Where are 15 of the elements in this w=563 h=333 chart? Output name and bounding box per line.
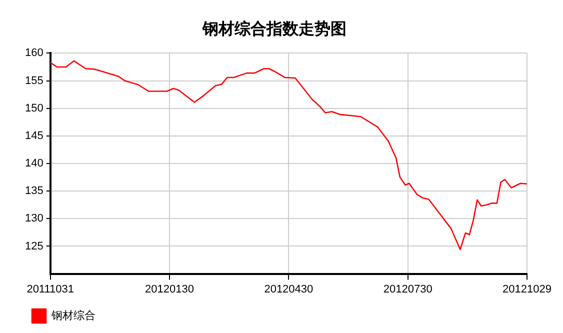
y-tick-label: 145: [24, 130, 44, 142]
x-tick-label: 20120430: [264, 283, 314, 296]
x-tick-label: 20120130: [145, 283, 194, 296]
legend-label: 钢材综合: [50, 308, 96, 322]
y-tick-label: 140: [24, 158, 44, 170]
y-tick-label: 135: [24, 185, 44, 198]
y-tick-label: 160: [24, 47, 44, 60]
x-tick-label: 20121029: [502, 283, 552, 296]
y-tick-label: 155: [24, 74, 44, 87]
y-tick-label: 130: [24, 212, 44, 225]
chart-title: 钢材综合指数走势图: [202, 18, 346, 38]
x-tick-label: 20111031: [26, 283, 74, 296]
y-tick-label: 150: [24, 102, 44, 114]
y-tick-label: 125: [24, 240, 44, 252]
x-tick-label: 20120730: [383, 283, 432, 296]
